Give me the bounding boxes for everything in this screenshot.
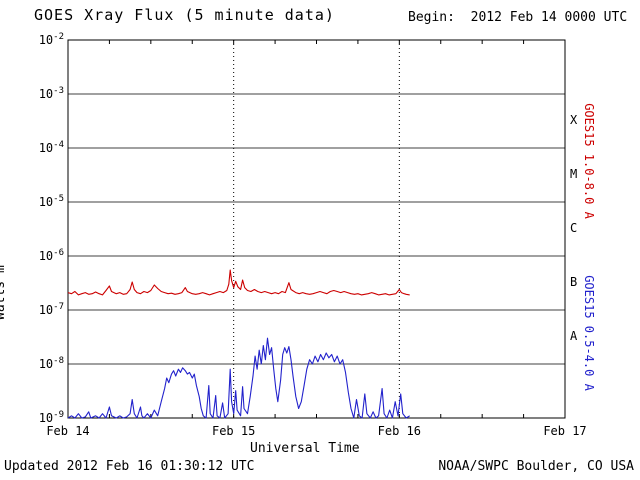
flare-class-M: M: [570, 167, 578, 181]
series-line: [67, 269, 410, 296]
series-line: [67, 337, 410, 419]
begin-timestamp: Begin: 2012 Feb 14 0000 UTC: [408, 10, 628, 25]
y-tick-label: 10-2: [38, 32, 64, 47]
y-tick-label: 10-8: [38, 356, 64, 371]
y-axis-label-exponent: -2: [0, 254, 2, 265]
x-tick-label: Feb 15: [211, 424, 256, 438]
y-tick-label: 10-4: [38, 140, 64, 155]
series-label-long-channel: GOES15 1.0-8.0 A: [582, 103, 596, 219]
y-axis-label-text: Watts m: [0, 265, 9, 320]
series-label-short-channel: GOES15 0.5-4.0 A: [582, 275, 596, 391]
updated-timestamp: Updated 2012 Feb 16 01:30:12 UTC: [4, 459, 255, 474]
source-attribution: NOAA/SWPC Boulder, CO USA: [438, 459, 634, 474]
flare-class-A: A: [570, 329, 578, 343]
chart-title: GOES Xray Flux (5 minute data): [34, 6, 335, 24]
x-tick-label: Feb 14: [46, 424, 90, 438]
y-axis-label: Watts m-2: [0, 0, 8, 320]
flare-class-X: X: [570, 113, 578, 127]
plot-frame: [67, 39, 566, 419]
y-tick-label: 10-5: [38, 194, 64, 209]
y-tick-label: 10-7: [38, 302, 64, 317]
y-tick-label: 10-9: [38, 410, 64, 425]
y-tick-label: 10-6: [38, 248, 64, 263]
flare-class-B: B: [570, 275, 578, 289]
x-axis-title: Universal Time: [250, 441, 360, 456]
y-tick-label: 10-3: [38, 86, 64, 101]
x-tick-label: Feb 17: [543, 424, 587, 438]
flare-class-C: C: [570, 221, 578, 235]
x-tick-label: Feb 16: [377, 424, 421, 438]
